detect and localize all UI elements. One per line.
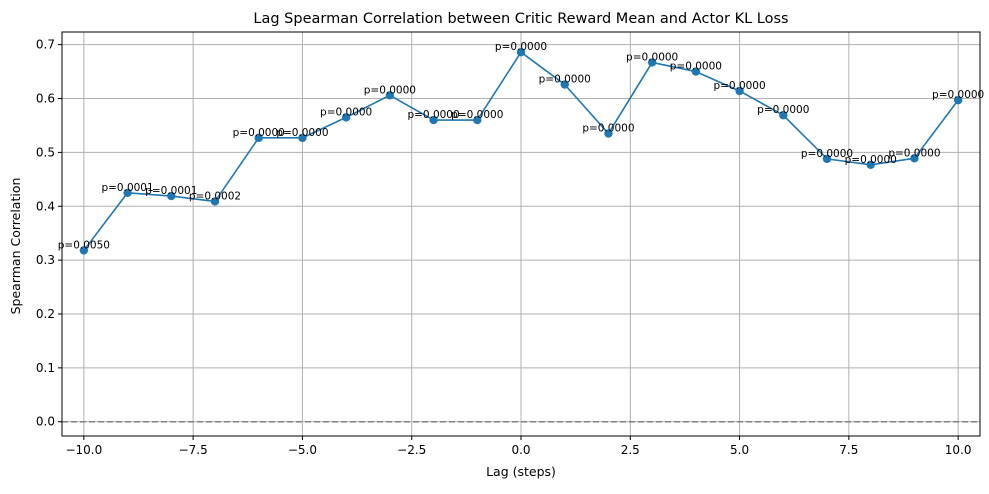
p-value-label: p=0.0001: [145, 185, 197, 197]
data-point: [953, 95, 963, 105]
x-tick-label: 7.5: [839, 443, 858, 457]
series-layer: [79, 48, 963, 255]
y-axis-ticks: 0.0 0.1 0.2 0.3 0.4 0.5 0.6 0.7: [36, 38, 62, 429]
data-point: [79, 246, 89, 255]
p-value-label: p=0.0000: [713, 80, 765, 92]
p-value-label: p=0.0000: [233, 127, 285, 139]
x-axis-label: Lag (steps): [486, 464, 556, 479]
chart-title: Lag Spearman Correlation between Critic …: [253, 11, 788, 27]
data-point: [473, 115, 482, 125]
p-value-label: p=0.0000: [845, 154, 897, 166]
data-point: [385, 91, 395, 100]
data-point: [560, 80, 569, 89]
p-value-label: p=0.0000: [582, 123, 634, 135]
data-point: [298, 133, 307, 143]
x-tick-label: −5.0: [288, 443, 317, 457]
p-value-label: p=0.0000: [888, 147, 940, 159]
data-point: [254, 133, 263, 143]
y-tick-label: 0.1: [36, 361, 55, 375]
p-value-label: p=0.0050: [58, 239, 110, 251]
data-point: [604, 129, 613, 138]
p-value-label: p=0.0000: [801, 148, 853, 160]
x-tick-label: −10.0: [65, 443, 102, 457]
data-point: [735, 86, 744, 96]
y-tick-label: 0.2: [36, 307, 55, 321]
data-point: [910, 154, 919, 163]
p-value-label: p=0.0000: [932, 89, 984, 101]
data-point: [691, 67, 701, 76]
p-value-label: p=0.0000: [320, 106, 372, 118]
point-label-layer: p=0.0050p=0.0001p=0.0001p=0.0002p=0.0000…: [58, 41, 984, 251]
p-value-label: p=0.0000: [495, 41, 547, 53]
data-point: [516, 48, 526, 57]
y-tick-label: 0.3: [36, 253, 55, 267]
y-tick-label: 0.0: [36, 415, 55, 429]
grid: [62, 32, 980, 436]
y-tick-label: 0.4: [36, 199, 55, 213]
data-point: [822, 154, 832, 164]
p-value-label: p=0.0001: [101, 182, 153, 194]
x-tick-label: 10.0: [945, 443, 972, 457]
data-point: [341, 113, 351, 122]
data-point: [210, 197, 220, 206]
p-value-label: p=0.0000: [670, 61, 722, 73]
data-point: [429, 115, 438, 125]
y-tick-label: 0.7: [36, 38, 55, 52]
y-tick-label: 0.6: [36, 92, 55, 106]
y-axis-label: Spearman Correlation: [8, 178, 23, 315]
p-value-label: p=0.0000: [757, 104, 809, 116]
p-value-label: p=0.0000: [276, 127, 328, 139]
p-value-label: p=0.0000: [407, 109, 459, 121]
p-value-label: p=0.0000: [451, 109, 503, 121]
data-point: [779, 111, 788, 120]
p-value-label: p=0.0002: [189, 190, 241, 202]
x-tick-label: 2.5: [621, 443, 640, 457]
data-point: [647, 58, 657, 67]
p-value-label: p=0.0000: [626, 51, 678, 63]
data-point: [167, 191, 176, 201]
x-axis-ticks: −10.0 −7.5 −5.0 −2.5 0.0 2.5 5.0 7.5 10.0: [65, 436, 972, 457]
p-value-label: p=0.0000: [364, 84, 416, 96]
x-tick-label: 5.0: [730, 443, 749, 457]
x-tick-label: 0.0: [511, 443, 530, 457]
data-point: [866, 160, 875, 169]
data-point: [123, 188, 132, 197]
x-tick-label: −7.5: [179, 443, 208, 457]
x-tick-label: −2.5: [397, 443, 426, 457]
p-value-label: p=0.0000: [539, 74, 591, 86]
y-tick-label: 0.5: [36, 145, 55, 159]
